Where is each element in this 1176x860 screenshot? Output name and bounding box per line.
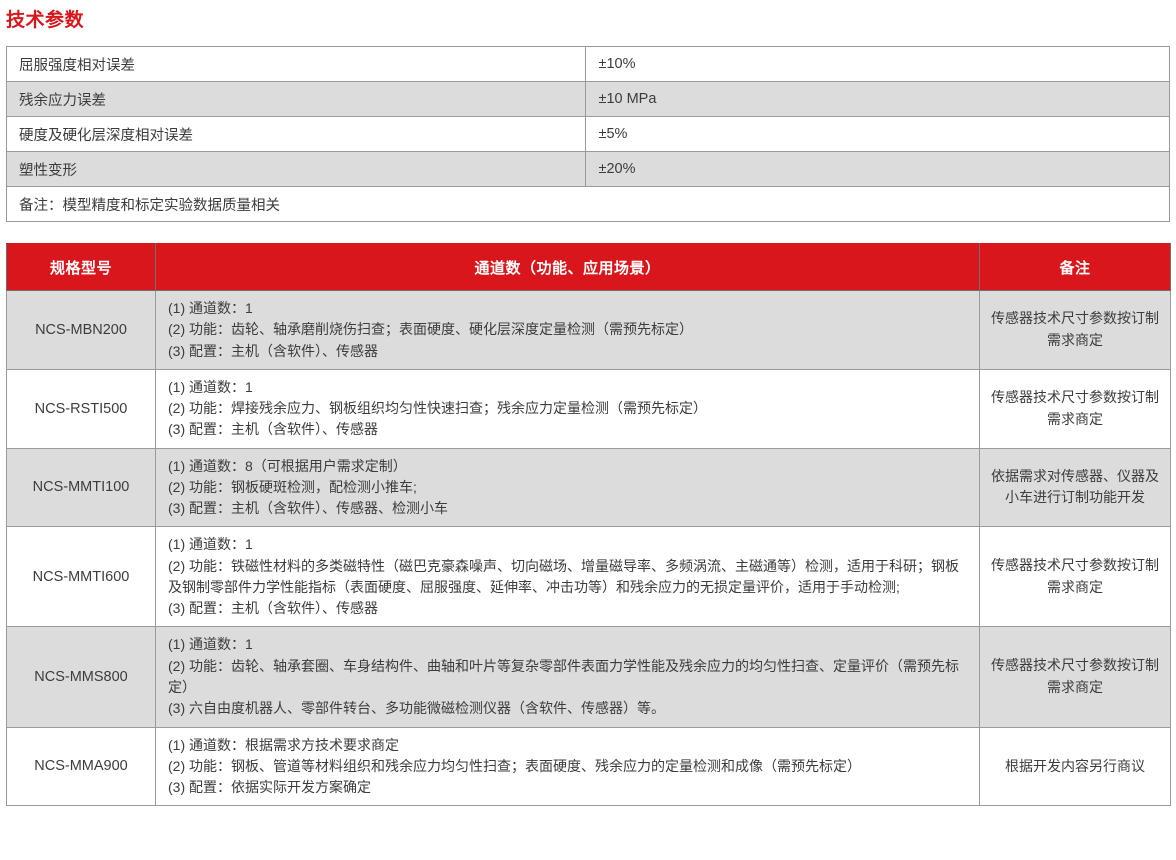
table-row: NCS-MBN200 (1) 通道数：1 (2) 功能：齿轮、轴承磨削烧伤扫查；… — [6, 290, 1171, 370]
table-row: NCS-MMS800 (1) 通道数：1 (2) 功能：齿轮、轴承套圈、车身结构… — [6, 626, 1171, 728]
header-detail: 通道数（功能、应用场景） — [155, 243, 980, 291]
detail-line: (3) 配置：依据实际开发方案确定 — [168, 779, 371, 796]
detail-line: (3) 配置：主机（含软件）、传感器 — [168, 342, 378, 359]
detail-line: (3) 配置：主机（含软件）、传感器 — [168, 600, 378, 617]
table-row: 硬度及硬化层深度相对误差 ±5% — [5, 116, 1170, 152]
model-note-cell: 传感器技术尺寸参数按订制需求商定 — [979, 368, 1171, 449]
header-model: 规格型号 — [6, 243, 156, 291]
detail-line: (1) 通道数：8（可根据用户需求定制） — [168, 457, 407, 474]
model-name-cell: NCS-MMA900 — [6, 726, 156, 807]
detail-line: (2) 功能：铁磁性材料的多类磁特性（磁巴克豪森噪声、切向磁场、增量磁导率、多频… — [168, 557, 959, 595]
spec-note-cell: 备注：模型精度和标定实验数据质量相关 — [6, 186, 1170, 222]
model-note-cell: 依据需求对传感器、仪器及小车进行订制功能开发 — [979, 447, 1171, 528]
spec-name-cell: 塑性变形 — [5, 151, 587, 187]
table-row-note: 备注：模型精度和标定实验数据质量相关 — [6, 186, 1170, 222]
table-row: 残余应力误差 ±10 MPa — [5, 81, 1170, 117]
detail-line: (2) 功能：焊接残余应力、钢板组织均匀性快速扫查；残余应力定量检测（需预先标定… — [168, 400, 707, 417]
model-detail-cell: (1) 通道数：1 (2) 功能：齿轮、轴承磨削烧伤扫查；表面硬度、硬化层深度定… — [155, 290, 980, 370]
spec-value-cell: ±10% — [585, 46, 1170, 82]
model-name-cell: NCS-RSTI500 — [6, 368, 156, 449]
model-detail-cell: (1) 通道数：1 (2) 功能：焊接残余应力、钢板组织均匀性快速扫查；残余应力… — [155, 368, 980, 449]
model-name-cell: NCS-MBN200 — [6, 290, 156, 370]
model-name-cell: NCS-MMS800 — [6, 626, 156, 728]
model-name-cell: NCS-MMTI600 — [6, 526, 156, 628]
table-row: NCS-MMA900 (1) 通道数：根据需求方技术要求商定 (2) 功能：钢板… — [6, 726, 1171, 807]
detail-line: (2) 功能：齿轮、轴承套圈、车身结构件、曲轴和叶片等复杂零部件表面力学性能及残… — [168, 657, 959, 695]
header-note: 备注 — [979, 243, 1171, 291]
model-note-cell: 传感器技术尺寸参数按订制需求商定 — [979, 626, 1171, 728]
table-row: NCS-MMTI100 (1) 通道数：8（可根据用户需求定制） (2) 功能：… — [6, 447, 1171, 528]
detail-line: (2) 功能：齿轮、轴承磨削烧伤扫查；表面硬度、硬化层深度定量检测（需预先标定） — [168, 321, 693, 338]
detail-line: (2) 功能：钢板硬斑检测，配检测小推车; — [168, 478, 417, 495]
table-row: 塑性变形 ±20% — [5, 151, 1170, 187]
spec-value-cell: ±5% — [585, 116, 1170, 152]
spec-value-cell: ±20% — [585, 151, 1170, 187]
model-name-cell: NCS-MMTI100 — [6, 447, 156, 528]
detail-line: (1) 通道数：1 — [168, 536, 253, 553]
table-row: NCS-RSTI500 (1) 通道数：1 (2) 功能：焊接残余应力、钢板组织… — [6, 368, 1171, 449]
model-detail-cell: (1) 通道数：8（可根据用户需求定制） (2) 功能：钢板硬斑检测，配检测小推… — [155, 447, 980, 528]
spec-name-cell: 残余应力误差 — [5, 81, 587, 117]
model-note-cell: 传感器技术尺寸参数按订制需求商定 — [979, 290, 1171, 370]
detail-line: (1) 通道数：1 — [168, 636, 253, 653]
detail-line: (3) 配置：主机（含软件）、传感器 — [168, 421, 378, 438]
spec-value-cell: ±10 MPa — [585, 81, 1170, 117]
spec-name-cell: 硬度及硬化层深度相对误差 — [5, 116, 587, 152]
detail-line: (1) 通道数：1 — [168, 300, 253, 316]
detail-line: (3) 配置：主机（含软件）、传感器、检测小车 — [168, 500, 448, 517]
model-note-cell: 传感器技术尺寸参数按订制需求商定 — [979, 526, 1171, 628]
table-row: NCS-MMTI600 (1) 通道数：1 (2) 功能：铁磁性材料的多类磁特性… — [6, 526, 1171, 628]
page-title: 技术参数 — [6, 10, 85, 31]
detail-line: (1) 通道数：1 — [168, 378, 253, 395]
model-note-cell: 根据开发内容另行商议 — [979, 726, 1171, 807]
model-detail-cell: (1) 通道数：1 (2) 功能：齿轮、轴承套圈、车身结构件、曲轴和叶片等复杂零… — [155, 626, 980, 728]
detail-line: (3) 六自由度机器人、零部件转台、多功能微磁检测仪器（含软件、传感器）等。 — [168, 700, 665, 717]
model-detail-cell: (1) 通道数：根据需求方技术要求商定 (2) 功能：钢板、管道等材料组织和残余… — [155, 726, 980, 807]
models-table: 规格型号 通道数（功能、应用场景） 备注 NCS-MBN200 (1) 通道数：… — [6, 243, 1171, 807]
model-detail-cell: (1) 通道数：1 (2) 功能：铁磁性材料的多类磁特性（磁巴克豪森噪声、切向磁… — [155, 526, 980, 628]
table-row: 屈服强度相对误差 ±10% — [5, 46, 1170, 82]
spec-name-cell: 屈服强度相对误差 — [5, 46, 587, 82]
models-table-header-row: 规格型号 通道数（功能、应用场景） 备注 — [6, 243, 1171, 291]
detail-line: (1) 通道数：根据需求方技术要求商定 — [168, 736, 399, 753]
spec-tolerance-table: 屈服强度相对误差 ±10% 残余应力误差 ±10 MPa 硬度及硬化层深度相对误… — [5, 46, 1170, 222]
detail-line: (2) 功能：钢板、管道等材料组织和残余应力均匀性扫查；表面硬度、残余应力的定量… — [168, 757, 861, 774]
